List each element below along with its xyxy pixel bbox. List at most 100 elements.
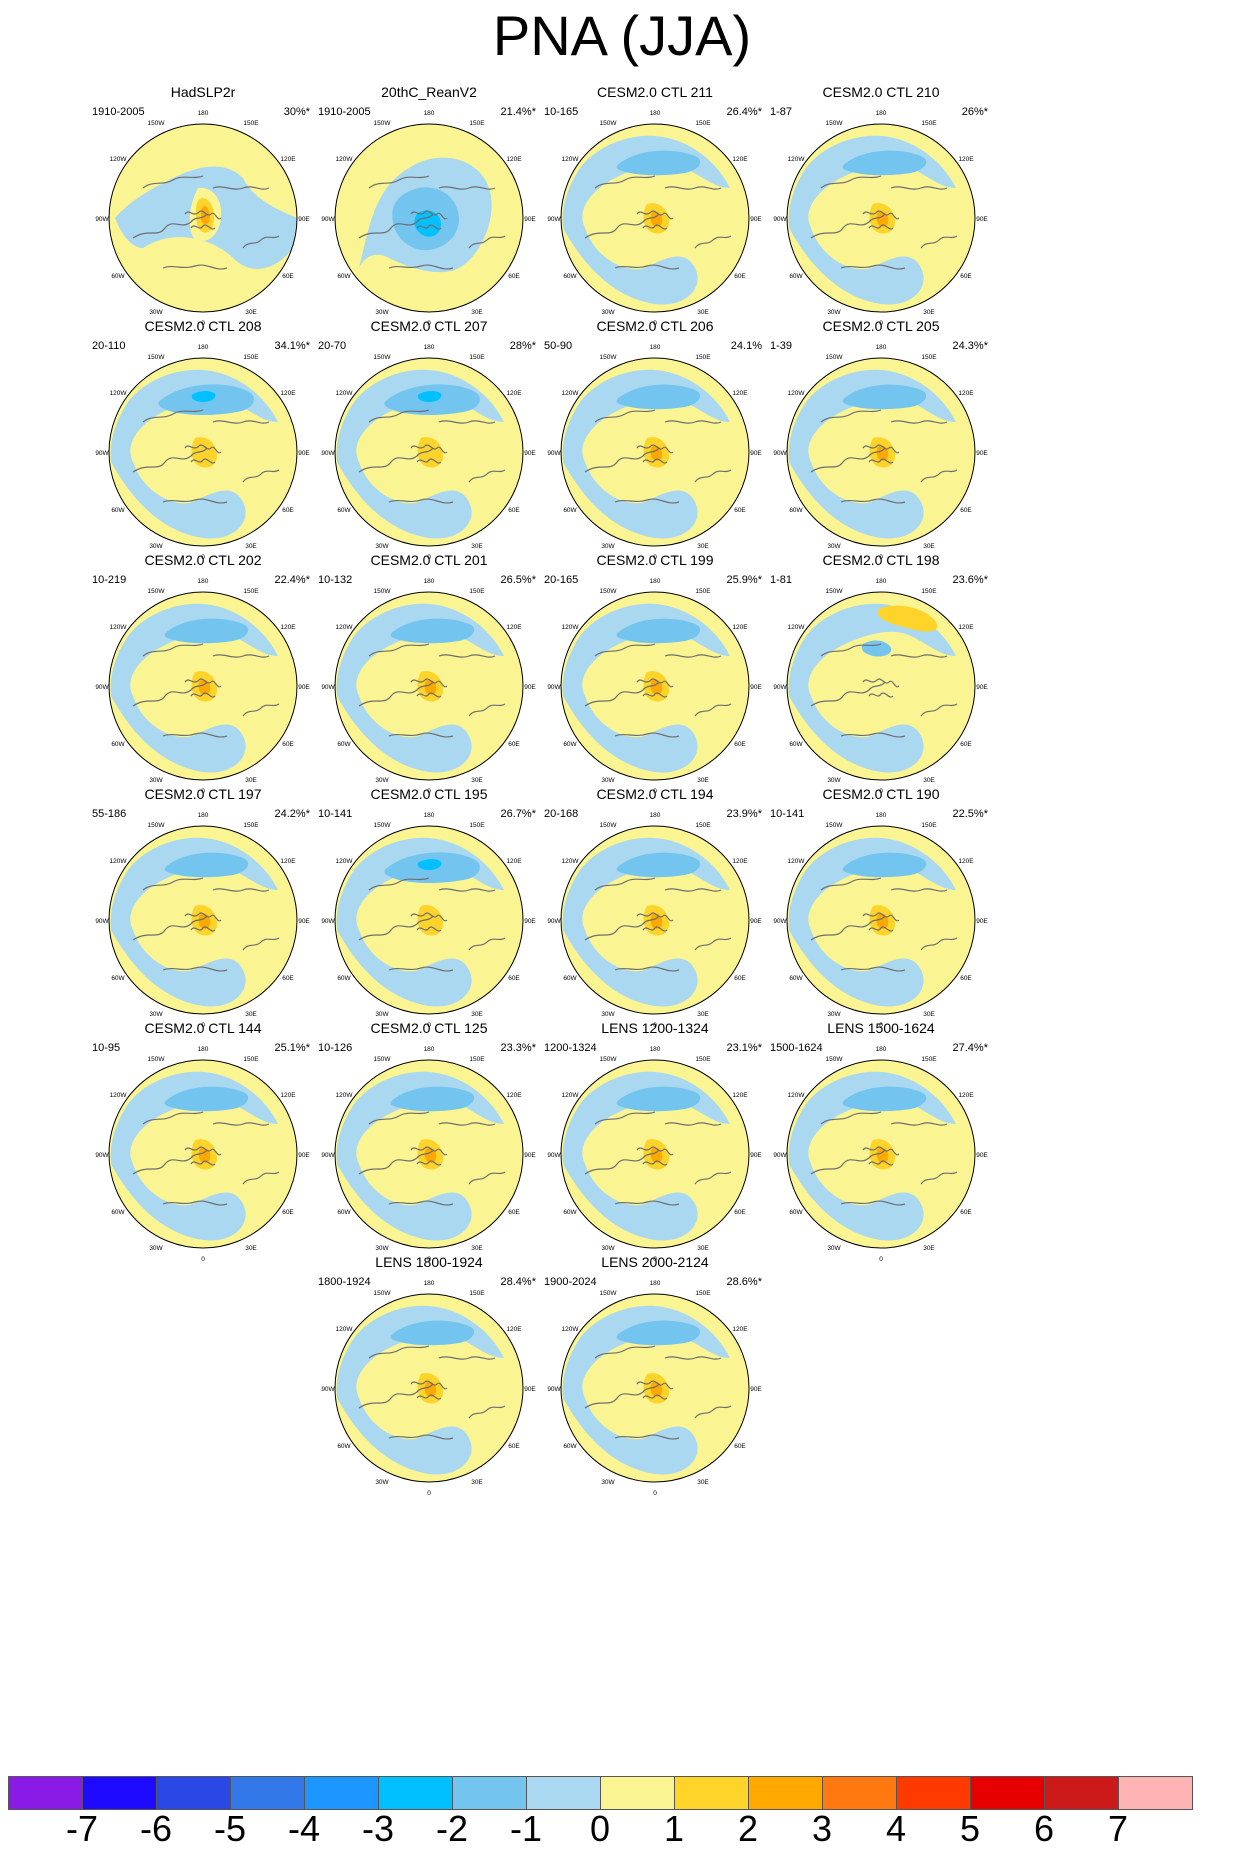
longitude-label: 90E [524, 684, 536, 691]
longitude-label: 150W [600, 1056, 618, 1063]
longitude-label: 60E [282, 273, 294, 280]
longitude-label: 30W [601, 777, 615, 784]
colorbar-swatch [748, 1776, 823, 1810]
longitude-label: 120W [562, 1326, 580, 1333]
longitude-label: 150W [374, 1290, 392, 1297]
colorbar-label: 6 [1033, 1808, 1055, 1849]
map-panel: LENS 1200-1324 1200-1324 23.1%* 180 150W 150E… [540, 1020, 770, 1290]
longitude-label: 150W [826, 1056, 844, 1063]
colorbar-label: 3 [811, 1808, 833, 1849]
longitude-label: 90W [773, 216, 787, 223]
panel-title: CESM2.0 CTL 195 [370, 786, 488, 802]
longitude-label: 150E [921, 1056, 937, 1063]
longitude-label: 0 [427, 320, 431, 327]
polar-map: 180 150W 150E 120W 120E 90W 90E 60W 60E 30W 30E 0 [321, 1280, 536, 1497]
longitude-label: 0 [879, 1256, 883, 1263]
longitude-label: 150E [243, 1056, 259, 1063]
longitude-label: 120W [110, 390, 128, 397]
panel-period: 1900-2024 [544, 1276, 597, 1288]
polar-map: 180 150W 150E 120W 120E 90W 90E 60W 60E 30W 30E 0 [321, 578, 536, 795]
panel-percent: 21.4%* [500, 106, 536, 118]
colorbar-swatch [1118, 1776, 1193, 1810]
longitude-label: 60E [282, 1209, 294, 1216]
longitude-label: 60E [508, 273, 520, 280]
longitude-label: 60E [282, 975, 294, 982]
longitude-label: 0 [653, 320, 657, 327]
longitude-label: 90E [976, 450, 988, 457]
panel-title: CESM2.0 CTL 211 [597, 84, 713, 100]
longitude-label: 150E [921, 354, 937, 361]
longitude-label: 30E [697, 309, 709, 316]
longitude-label: 30E [245, 1245, 257, 1252]
longitude-label: 180 [424, 344, 435, 351]
panel-title: CESM2.0 CTL 190 [822, 786, 940, 802]
panel-period: 20-168 [544, 808, 579, 820]
colorbar-label: 7 [1107, 1808, 1129, 1849]
colorbar-swatch [82, 1776, 157, 1810]
longitude-label: 30W [375, 777, 389, 784]
longitude-label: 120W [110, 156, 128, 163]
longitude-label: 60E [960, 1209, 972, 1216]
panel-percent: 26.7%* [500, 808, 536, 820]
longitude-label: 60E [734, 741, 746, 748]
longitude-label: 0 [653, 554, 657, 561]
longitude-label: 0 [653, 788, 657, 795]
longitude-label: 30W [375, 1479, 389, 1486]
longitude-label: 120W [562, 390, 580, 397]
longitude-label: 60E [960, 741, 972, 748]
longitude-label: 150E [243, 354, 259, 361]
longitude-label: 180 [198, 578, 209, 585]
longitude-label: 60W [337, 741, 351, 748]
colorbar-swatch [822, 1776, 897, 1810]
longitude-label: 150E [921, 822, 937, 829]
longitude-label: 90E [298, 918, 310, 925]
longitude-label: 30E [471, 543, 483, 550]
longitude-label: 150E [469, 354, 485, 361]
colorbar-swatch [452, 1776, 527, 1810]
longitude-label: 90E [750, 684, 762, 691]
longitude-label: 90W [547, 918, 561, 925]
panel-title: CESM2.0 CTL 206 [596, 318, 714, 334]
longitude-label: 120E [280, 624, 296, 631]
panel-period: 10-95 [92, 1042, 121, 1054]
longitude-label: 120W [788, 390, 806, 397]
longitude-label: 90E [298, 684, 310, 691]
colorbar-labels: -7 -6 -5 -4 -3 -2 -1 0 1 2 3 4 5 6 7 [8, 1808, 1236, 1860]
longitude-label: 180 [424, 1046, 435, 1053]
polar-map: 180 150W 150E 120W 120E 90W 90E 60W 60E 30W 30E 0 [773, 1046, 988, 1263]
longitude-label: 90W [321, 918, 335, 925]
colorbar-label: 5 [959, 1808, 981, 1849]
colorbar-swatch [8, 1776, 83, 1810]
panel-percent: 28.6%* [726, 1276, 762, 1288]
map-panel: CESM2.0 CTL 208 20-110 34.1%* 180 150W 150E 12… [88, 318, 318, 588]
longitude-label: 30W [601, 309, 615, 316]
longitude-label: 120W [336, 1326, 354, 1333]
panel-period: 1-81 [770, 574, 793, 586]
longitude-label: 150E [921, 120, 937, 127]
longitude-label: 120W [562, 624, 580, 631]
longitude-label: 120E [506, 390, 522, 397]
panel-percent: 23.6%* [952, 574, 988, 586]
longitude-label: 150W [148, 588, 166, 595]
longitude-label: 30W [375, 543, 389, 550]
longitude-label: 60E [508, 1209, 520, 1216]
longitude-label: 120W [788, 624, 806, 631]
longitude-label: 150E [469, 822, 485, 829]
longitude-label: 90E [976, 918, 988, 925]
panel-period: 10-126 [318, 1042, 353, 1054]
longitude-label: 60W [337, 507, 351, 514]
longitude-label: 90W [95, 684, 109, 691]
longitude-label: 90W [547, 450, 561, 457]
longitude-label: 90E [750, 216, 762, 223]
panel-percent: 26%* [961, 106, 988, 118]
panel-period: 1910-2005 [92, 106, 145, 118]
longitude-label: 60W [789, 741, 803, 748]
longitude-label: 60W [789, 507, 803, 514]
longitude-label: 30W [149, 1245, 163, 1252]
colorbar-swatch [674, 1776, 749, 1810]
longitude-label: 150E [469, 1056, 485, 1063]
panel-period: 20-110 [92, 340, 126, 352]
panel-period: 10-141 [770, 808, 805, 820]
panel-title: CESM2.0 CTL 199 [596, 552, 714, 568]
longitude-label: 150W [374, 588, 392, 595]
